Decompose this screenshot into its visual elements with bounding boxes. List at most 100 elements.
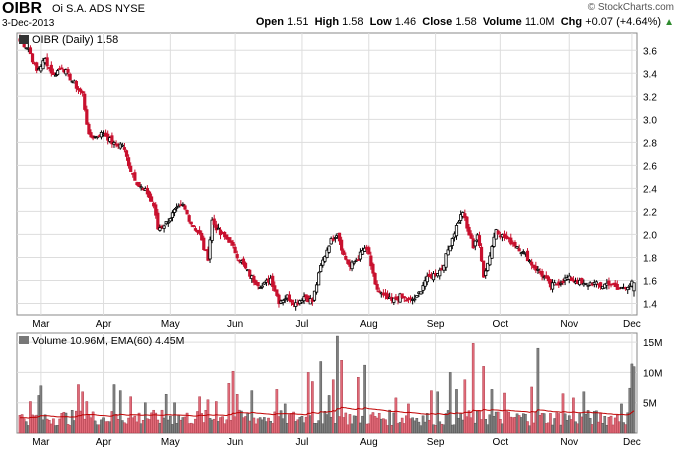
volume-bar xyxy=(160,409,164,434)
candle-body xyxy=(509,237,513,245)
candle-body xyxy=(404,299,408,302)
volume-bar xyxy=(373,416,377,434)
candle-body xyxy=(415,295,419,298)
legend-volume-icon xyxy=(19,336,29,344)
volume-bar xyxy=(402,423,406,434)
month-tick-label: Jul xyxy=(296,319,309,330)
volume-bar xyxy=(56,425,59,434)
volume-bar xyxy=(183,416,187,434)
exchange-name: NYSE xyxy=(114,3,145,15)
volume-bar xyxy=(277,416,281,434)
candle-body xyxy=(212,218,216,225)
volume-bar xyxy=(141,420,145,434)
candle-body xyxy=(342,250,346,255)
candle-body xyxy=(488,255,492,266)
volume-bar xyxy=(33,415,36,434)
volume-bar xyxy=(334,423,337,434)
volume-bar xyxy=(231,370,235,434)
volume-bar xyxy=(576,423,579,434)
candle-body xyxy=(183,205,187,210)
candle-body xyxy=(456,221,461,224)
candle-body xyxy=(521,251,525,253)
volume-bar xyxy=(204,410,208,434)
volume-bar xyxy=(536,347,540,434)
candle-body xyxy=(252,275,256,283)
candle-body xyxy=(490,246,494,259)
volume-bar xyxy=(179,419,183,434)
candle-body xyxy=(546,276,550,282)
candle-body xyxy=(248,269,252,277)
volume-bar xyxy=(288,414,291,434)
volume-bar xyxy=(423,421,427,434)
volume-bar xyxy=(371,412,375,434)
volume-bar xyxy=(192,423,195,434)
volume-bar xyxy=(98,424,101,434)
candle-body xyxy=(166,221,170,224)
volume-bar xyxy=(275,389,279,434)
candle-body xyxy=(421,285,425,291)
volume-bar xyxy=(319,361,323,434)
candle-body xyxy=(51,72,56,75)
volume-bar xyxy=(75,410,78,434)
volume-bar xyxy=(154,412,158,434)
volume-bar xyxy=(538,415,542,434)
candle-body xyxy=(530,261,534,266)
volume-bar xyxy=(85,401,89,434)
candle-body xyxy=(200,232,204,241)
volume-bar xyxy=(507,411,510,434)
volume-bar xyxy=(357,377,360,434)
copyright-link[interactable]: © StockCharts.com xyxy=(587,2,674,13)
volume-bar xyxy=(300,416,304,434)
candle-body xyxy=(425,275,429,283)
candle-body xyxy=(198,230,202,234)
candle-body xyxy=(346,259,350,264)
candle-body xyxy=(87,123,91,135)
candle-body xyxy=(281,300,285,303)
volume-bar xyxy=(394,397,398,434)
volume-bar xyxy=(227,383,231,434)
candle-body xyxy=(243,262,248,269)
candle-body xyxy=(66,69,70,73)
candle-body xyxy=(626,287,630,291)
candle-body xyxy=(367,247,371,255)
price-tick-label: 1.6 xyxy=(643,276,657,287)
volume-bar xyxy=(104,421,107,434)
price-tick-label: 3.4 xyxy=(643,69,657,80)
volume-bar xyxy=(444,413,448,434)
volume-bar xyxy=(359,422,362,434)
volume-bar xyxy=(306,372,310,434)
candle-body xyxy=(333,237,337,239)
candle-body xyxy=(423,280,427,287)
candle-body xyxy=(49,64,53,74)
candle-body xyxy=(344,256,348,260)
volume-bar xyxy=(607,417,611,434)
volume-bar xyxy=(315,423,318,434)
month-tick-label: Dec xyxy=(623,319,641,330)
volume-bar xyxy=(413,420,417,434)
volume-bar xyxy=(348,414,352,434)
volume-bar xyxy=(603,416,607,434)
high-value: 1.58 xyxy=(342,16,364,28)
volume-bar xyxy=(425,413,429,434)
candle-body xyxy=(30,53,35,63)
candle-body xyxy=(632,282,636,292)
candle-body xyxy=(350,261,354,270)
price-plot-frame xyxy=(16,32,638,316)
volume-bar xyxy=(622,422,625,434)
volume-bar xyxy=(286,423,289,434)
candle-body xyxy=(229,240,233,243)
volume-bar xyxy=(202,422,206,434)
candle-body xyxy=(208,239,212,260)
candle-body xyxy=(302,296,306,302)
candle-body xyxy=(469,233,473,239)
candle-body xyxy=(356,259,360,261)
candle-body xyxy=(81,91,85,94)
volume-bar xyxy=(108,421,112,434)
volume-bar xyxy=(584,413,588,434)
candle-body xyxy=(317,272,321,286)
month-tick-label: Mar xyxy=(32,319,50,330)
volume-bar xyxy=(235,394,239,434)
candle-body xyxy=(300,300,304,303)
volume-bar xyxy=(256,418,260,434)
volume-bar xyxy=(517,415,521,434)
